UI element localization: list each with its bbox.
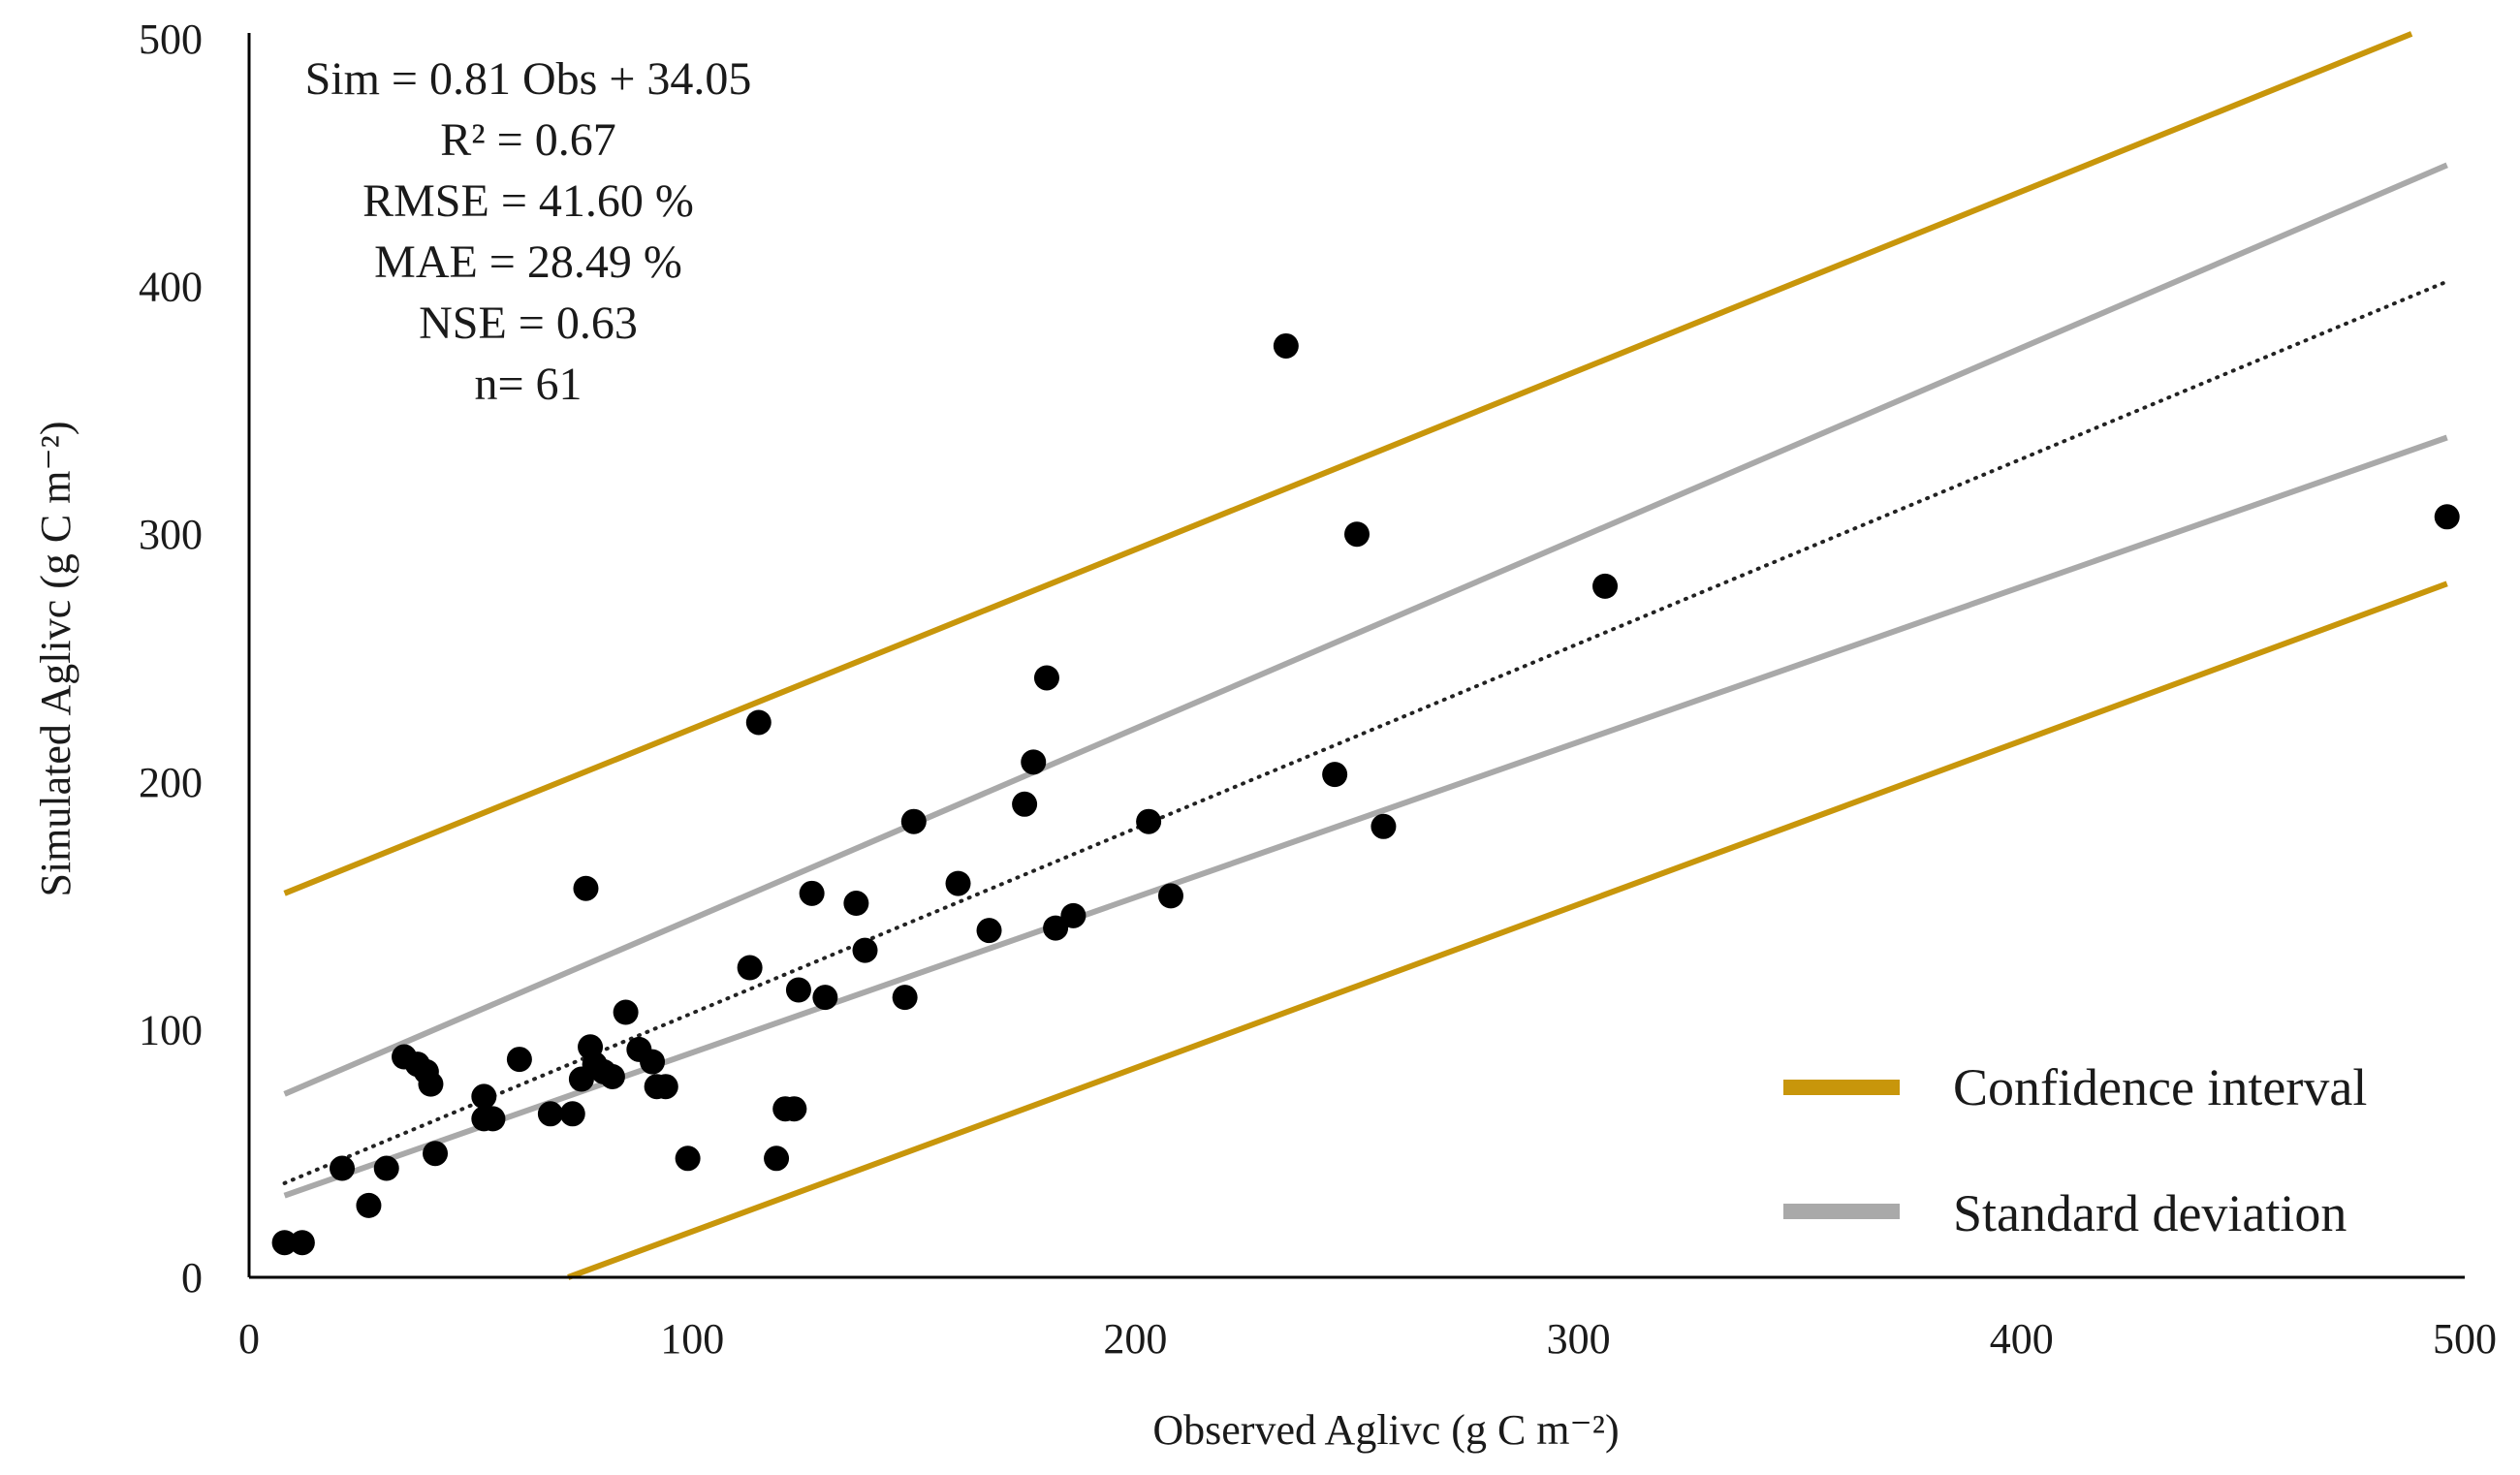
x-tick-label: 300 xyxy=(1547,1315,1611,1363)
x-tick-label: 500 xyxy=(2433,1315,2497,1363)
stat-r2: R² = 0.67 xyxy=(440,114,615,166)
data-point xyxy=(599,1063,625,1089)
data-points xyxy=(271,332,2460,1256)
y-tick-label: 100 xyxy=(139,1006,203,1053)
data-point xyxy=(1043,915,1069,941)
x-tick-label: 200 xyxy=(1103,1315,1167,1363)
data-point xyxy=(471,1083,497,1110)
y-tick-label: 300 xyxy=(139,511,203,558)
x-axis-title: Observed Aglivc (g C m⁻²) xyxy=(1152,1406,1619,1454)
data-point xyxy=(1370,813,1397,839)
confidence-interval-line xyxy=(567,581,2448,1280)
axes xyxy=(247,33,2465,1279)
standard-deviation-line xyxy=(283,162,2448,1097)
data-point xyxy=(892,985,918,1011)
y-axis-title: Simulated Aglivc (g C m⁻²) xyxy=(32,421,79,896)
y-tick-label: 500 xyxy=(139,16,203,63)
data-point xyxy=(900,808,927,834)
data-point xyxy=(330,1155,356,1181)
x-tick-label: 0 xyxy=(238,1315,260,1363)
legend-label-confidence-interval: Confidence interval xyxy=(1953,1058,2367,1116)
data-point xyxy=(1344,521,1370,548)
stat-equation: Sim = 0.81 Obs + 34.05 xyxy=(305,53,752,105)
y-tick-label: 400 xyxy=(139,264,203,311)
x-tick-label: 400 xyxy=(1990,1315,2054,1363)
data-point xyxy=(1273,332,1299,359)
data-point xyxy=(745,709,772,736)
stat-n: n= 61 xyxy=(474,359,582,410)
stats-box: Sim = 0.81 Obs + 34.05 R² = 0.67 RMSE = … xyxy=(305,53,752,410)
data-point xyxy=(1322,762,1348,788)
x-tick-label: 100 xyxy=(660,1315,724,1363)
data-point xyxy=(573,875,599,901)
tick-labels: 0 100 200 300 400 500 0 100 200 300 400 500 xyxy=(139,16,2497,1363)
data-point xyxy=(652,1074,678,1100)
data-point xyxy=(356,1192,382,1218)
data-point xyxy=(675,1145,701,1172)
y-tick-label: 200 xyxy=(139,759,203,806)
data-point xyxy=(785,977,811,1003)
data-point xyxy=(1060,902,1087,928)
data-point xyxy=(423,1141,449,1167)
data-point xyxy=(506,1047,532,1073)
data-point xyxy=(289,1230,315,1256)
y-tick-label: 0 xyxy=(181,1254,203,1302)
data-point xyxy=(843,891,869,917)
legend-label-standard-deviation: Standard deviation xyxy=(1953,1184,2347,1242)
data-point xyxy=(1157,883,1183,909)
data-point xyxy=(1136,808,1162,834)
data-point xyxy=(764,1145,790,1172)
data-point xyxy=(1012,791,1038,817)
data-point xyxy=(480,1106,506,1132)
data-point xyxy=(1592,573,1619,599)
data-point xyxy=(2434,504,2460,530)
legend: Confidence interval Standard deviation xyxy=(1783,1058,2367,1242)
stat-nse: NSE = 0.63 xyxy=(419,298,638,349)
data-point xyxy=(271,1230,298,1256)
data-point xyxy=(613,999,639,1025)
stat-rmse: RMSE = 41.60 % xyxy=(362,175,694,227)
data-point xyxy=(537,1101,563,1127)
confidence-interval-line xyxy=(283,31,2413,896)
data-point xyxy=(781,1096,807,1122)
data-point xyxy=(799,880,825,906)
data-point xyxy=(737,955,763,981)
data-point xyxy=(852,937,878,963)
data-point xyxy=(976,918,1002,944)
data-point xyxy=(559,1101,585,1127)
data-point xyxy=(418,1071,444,1097)
data-point xyxy=(373,1155,399,1181)
regression-line-line xyxy=(282,279,2449,1185)
stat-mae: MAE = 28.49 % xyxy=(374,236,682,288)
data-point xyxy=(1033,665,1059,691)
data-point xyxy=(640,1049,666,1075)
data-point xyxy=(945,870,971,896)
data-point xyxy=(812,985,838,1011)
data-point xyxy=(1021,749,1047,775)
